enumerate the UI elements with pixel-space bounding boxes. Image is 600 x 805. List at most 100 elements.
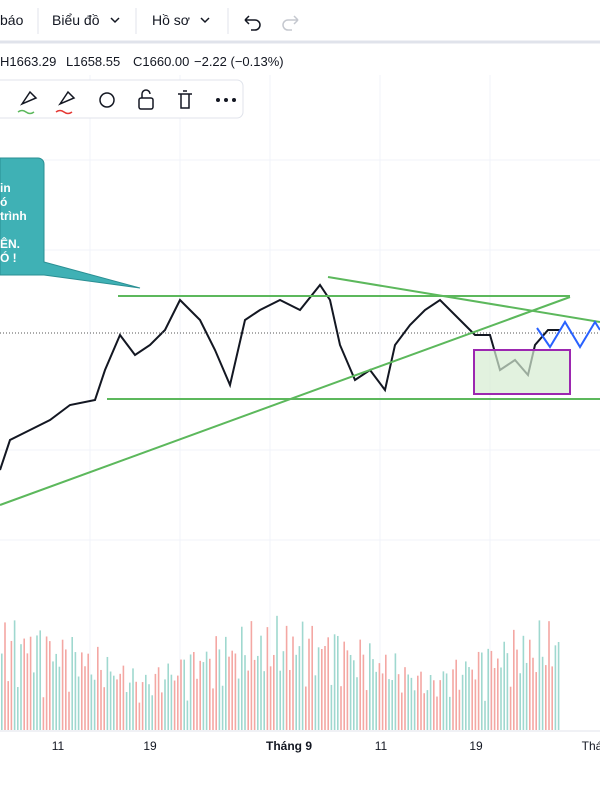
volume-bar bbox=[45, 636, 48, 730]
volume-bar bbox=[481, 652, 483, 730]
volume-bar bbox=[506, 653, 509, 730]
volume-bar bbox=[369, 643, 371, 730]
menu-chart[interactable]: Biểu đồ bbox=[52, 12, 100, 28]
x-axis-labels: 11 19 Tháng 9 11 19 Thá bbox=[52, 739, 600, 753]
volume-bar bbox=[215, 636, 217, 730]
volume-bar bbox=[487, 648, 489, 730]
volume-bar bbox=[273, 654, 275, 730]
volume-bar bbox=[525, 662, 528, 730]
undo-button[interactable] bbox=[244, 15, 261, 31]
menu-profile[interactable]: Hồ sơ bbox=[152, 12, 190, 28]
volume-bar bbox=[225, 636, 227, 730]
dropdown-icon bbox=[200, 17, 210, 24]
volume-bar bbox=[4, 622, 6, 730]
lock-button[interactable] bbox=[138, 97, 154, 110]
change-value: −2.22 (−0.13%) bbox=[194, 54, 284, 69]
volume-bar bbox=[529, 639, 531, 730]
volume-bar bbox=[122, 665, 125, 730]
callout-line: in bbox=[0, 181, 11, 195]
volume-bar bbox=[279, 670, 281, 730]
volume-bar bbox=[477, 651, 480, 730]
volume-bar bbox=[266, 627, 269, 730]
volume-bar bbox=[52, 661, 54, 730]
x-tick-label: 19 bbox=[469, 739, 483, 753]
volume-bar bbox=[465, 661, 467, 730]
fill-color-button[interactable] bbox=[19, 90, 38, 106]
volume-bar bbox=[343, 641, 345, 730]
x-tick-label: 19 bbox=[143, 739, 157, 753]
volume-bar bbox=[356, 677, 358, 730]
volume-bar bbox=[42, 697, 45, 730]
volume-bar bbox=[260, 635, 262, 730]
volume-bar bbox=[10, 640, 13, 730]
volume-bar bbox=[244, 655, 246, 730]
volume-bar bbox=[65, 649, 67, 730]
callout-line: ó bbox=[0, 195, 7, 209]
volume-bar bbox=[493, 667, 496, 730]
volume-bar bbox=[157, 667, 160, 730]
volume-bar bbox=[1, 653, 3, 730]
volume-bar bbox=[365, 690, 368, 730]
volume-bar bbox=[93, 679, 96, 730]
volume-bar bbox=[250, 621, 253, 730]
volume-bar bbox=[71, 637, 73, 730]
volume-bar bbox=[13, 620, 16, 730]
volume-bar bbox=[420, 671, 422, 730]
volume-bar bbox=[337, 635, 339, 730]
volume-bar bbox=[433, 680, 435, 730]
volume-bar bbox=[458, 689, 461, 730]
volume-bar bbox=[436, 696, 438, 730]
volume-bar bbox=[321, 649, 323, 730]
volume-bar bbox=[557, 642, 560, 730]
volume-bar bbox=[20, 644, 22, 730]
volume-bar bbox=[55, 653, 57, 730]
volume-bar bbox=[372, 659, 374, 730]
settings-button[interactable] bbox=[99, 92, 115, 108]
volume-bar bbox=[468, 667, 470, 730]
dropdown-icon bbox=[110, 17, 120, 24]
volume-bar bbox=[330, 684, 333, 730]
volume-bar bbox=[324, 645, 326, 730]
volume-bar bbox=[170, 674, 173, 730]
top-toolbar bbox=[0, 0, 600, 42]
volume-bar bbox=[87, 653, 89, 730]
redo-button[interactable] bbox=[282, 15, 299, 31]
volume-bar bbox=[401, 692, 403, 730]
low-value: L1658.55 bbox=[66, 54, 120, 69]
more-button[interactable] bbox=[216, 98, 236, 102]
volume-bar bbox=[317, 647, 320, 730]
price-line bbox=[0, 283, 560, 471]
volume-bar bbox=[391, 680, 393, 730]
volume-bar bbox=[548, 621, 550, 730]
volume-bar bbox=[404, 667, 406, 730]
volume-bar bbox=[394, 653, 397, 730]
volume-bar bbox=[253, 659, 256, 730]
volume-bar bbox=[58, 666, 61, 730]
volume-bar bbox=[97, 646, 99, 730]
volume-bar bbox=[237, 678, 240, 730]
volume-bar bbox=[36, 635, 38, 730]
callout-line: trình bbox=[0, 209, 27, 223]
volume-bar bbox=[247, 670, 249, 730]
volume-bar bbox=[445, 673, 448, 730]
delete-button[interactable] bbox=[178, 90, 192, 109]
callout-line: Ó ! bbox=[0, 250, 17, 265]
volume-bar bbox=[500, 667, 502, 730]
volume-bar bbox=[442, 671, 445, 730]
menu-alerts[interactable]: báo bbox=[0, 12, 24, 28]
volume-bar bbox=[516, 649, 518, 730]
volume-bar bbox=[106, 656, 109, 730]
callout bbox=[0, 157, 141, 289]
volume-bar bbox=[119, 673, 121, 730]
color-underline bbox=[55, 109, 73, 115]
line-color-button[interactable] bbox=[57, 90, 76, 106]
volume-bar bbox=[305, 686, 307, 730]
x-tick-label: 11 bbox=[52, 739, 65, 753]
volume-bar bbox=[132, 668, 134, 730]
volume-bar bbox=[407, 674, 409, 730]
volume-bar bbox=[164, 679, 166, 730]
volume-bar bbox=[461, 674, 464, 730]
volume-bar bbox=[199, 660, 201, 730]
volume-bar bbox=[90, 674, 93, 730]
